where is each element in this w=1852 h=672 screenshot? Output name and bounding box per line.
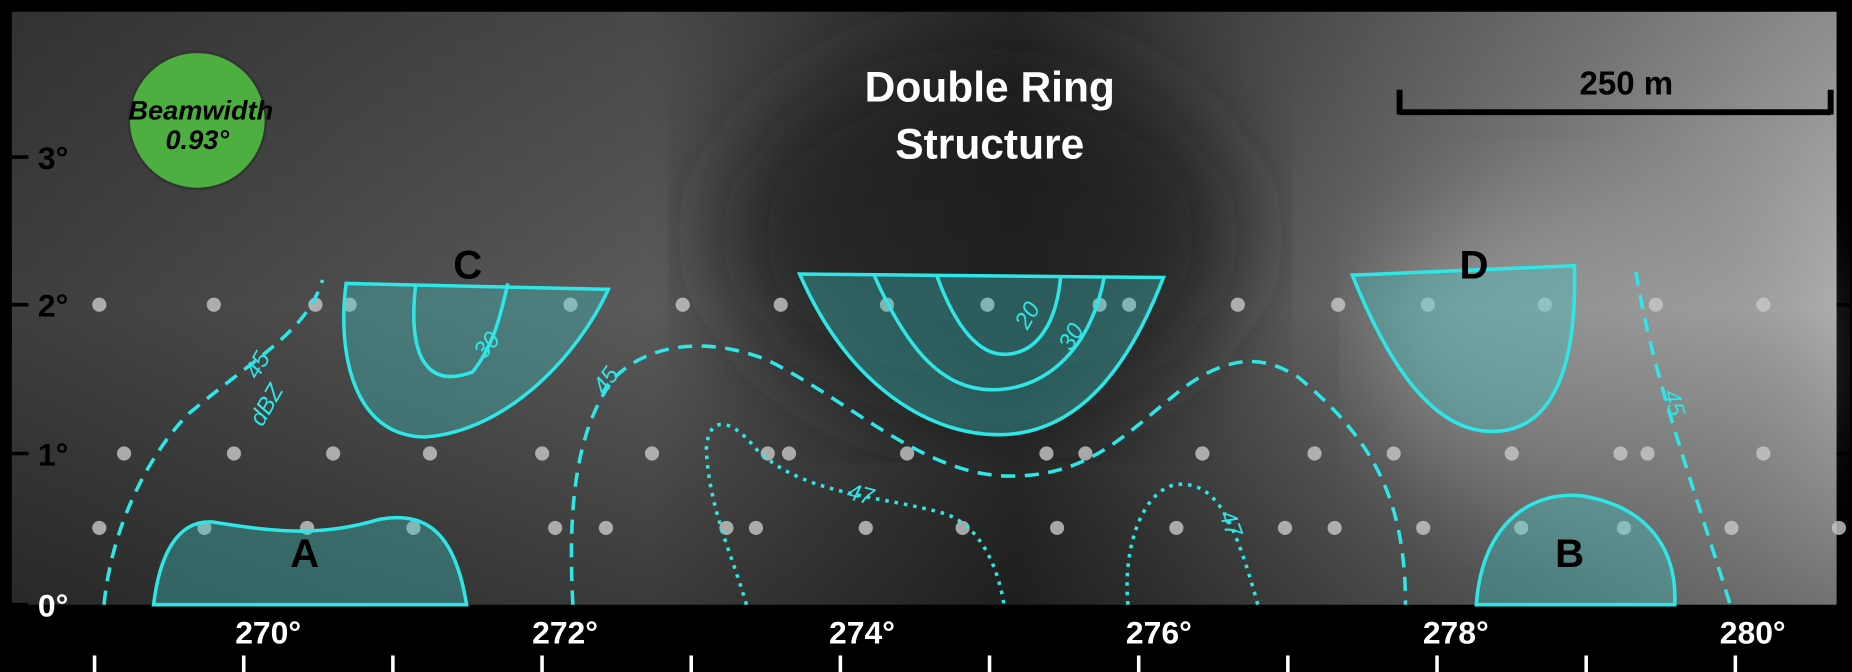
beam-dot: [548, 520, 563, 536]
beam-dot: [1648, 297, 1663, 312]
region-label: A: [290, 531, 319, 576]
beam-dot: [535, 446, 550, 461]
title: Double Ring: [865, 65, 1115, 112]
beam-dot: [1616, 520, 1632, 536]
beam-dot: [342, 297, 357, 312]
beam-circle: [127, 50, 267, 191]
beam-dot: [980, 297, 995, 312]
x-tick-label: 270°: [235, 615, 301, 651]
y-tick-label: 3°: [38, 140, 68, 176]
beam-dot: [117, 446, 132, 461]
beam-dot: [92, 520, 107, 536]
y-tick-label: 2°: [38, 288, 68, 324]
beam-dot: [422, 446, 438, 461]
x-tick-label: 274°: [829, 615, 895, 651]
beam-dot: [1420, 297, 1436, 312]
beam-dot: [598, 520, 614, 536]
reflectivity-regions: [151, 263, 1677, 607]
region-label: B: [1555, 531, 1584, 576]
beam-dot: [226, 446, 242, 461]
region-labels: A B C D: [290, 243, 1584, 576]
beamwidth-badge: Beamwidth 0.93°: [127, 50, 273, 191]
beam-dots: [92, 297, 1847, 536]
beam-dot: [326, 446, 341, 461]
beam-dot: [900, 446, 915, 461]
title: Structure: [895, 121, 1084, 168]
beam-dot: [406, 520, 421, 536]
beam-dot: [1756, 446, 1771, 461]
beam-dot: [1756, 297, 1771, 312]
beam-dot: [1504, 446, 1519, 461]
beam-dot: [781, 446, 797, 461]
x-tick-label: 276°: [1126, 615, 1192, 651]
beam-dot: [1230, 297, 1245, 312]
beam-dot: [1640, 446, 1655, 461]
y-tick-label: 0°: [38, 587, 68, 623]
beam-dot: [1331, 297, 1346, 312]
beamwidth-value: 0.93°: [165, 124, 229, 155]
beam-dot: [748, 520, 764, 536]
scale-bar: 250 m: [1396, 65, 1834, 116]
beam-dot: [1831, 520, 1847, 536]
beam-dot: [1724, 520, 1739, 536]
beamwidth-label: Beamwidth: [128, 94, 273, 125]
beam-dot: [858, 520, 873, 536]
contours: [102, 271, 1732, 606]
beam-dot: [563, 297, 578, 312]
beam-dot: [1122, 297, 1137, 312]
beam-dot: [1416, 520, 1431, 536]
x-tick-label: 272°: [532, 615, 598, 651]
region-label: D: [1459, 243, 1488, 288]
scale-label: 250 m: [1579, 65, 1673, 102]
region-label: C: [453, 243, 482, 288]
y-tick-label: 1°: [38, 436, 68, 472]
beam-dot: [1613, 446, 1628, 461]
x-tick-label: 280°: [1720, 615, 1786, 651]
beam-dot: [1078, 446, 1093, 461]
beam-dot: [1050, 520, 1065, 536]
beam-dot: [1327, 520, 1342, 536]
beam-dot: [1039, 446, 1054, 461]
beam-dot: [1169, 520, 1184, 536]
beam-dot: [644, 446, 660, 461]
beam-dot: [1386, 446, 1401, 461]
beam-dot: [92, 297, 107, 312]
beam-dot: [1195, 446, 1210, 461]
beam-dot: [675, 297, 690, 312]
beam-dot: [1277, 520, 1293, 536]
beam-dot: [1537, 297, 1552, 312]
beam-dot: [760, 446, 775, 461]
beam-dot: [773, 297, 788, 312]
beam-dot: [1307, 446, 1322, 461]
axes: 3° 2° 1° 0° 270° 272° 274° 276° 278° 280°: [11, 140, 1852, 672]
beam-dot: [1514, 520, 1529, 536]
beam-dot: [206, 297, 221, 312]
beam-dot: [955, 520, 970, 536]
x-tick-label: 278°: [1423, 615, 1489, 651]
